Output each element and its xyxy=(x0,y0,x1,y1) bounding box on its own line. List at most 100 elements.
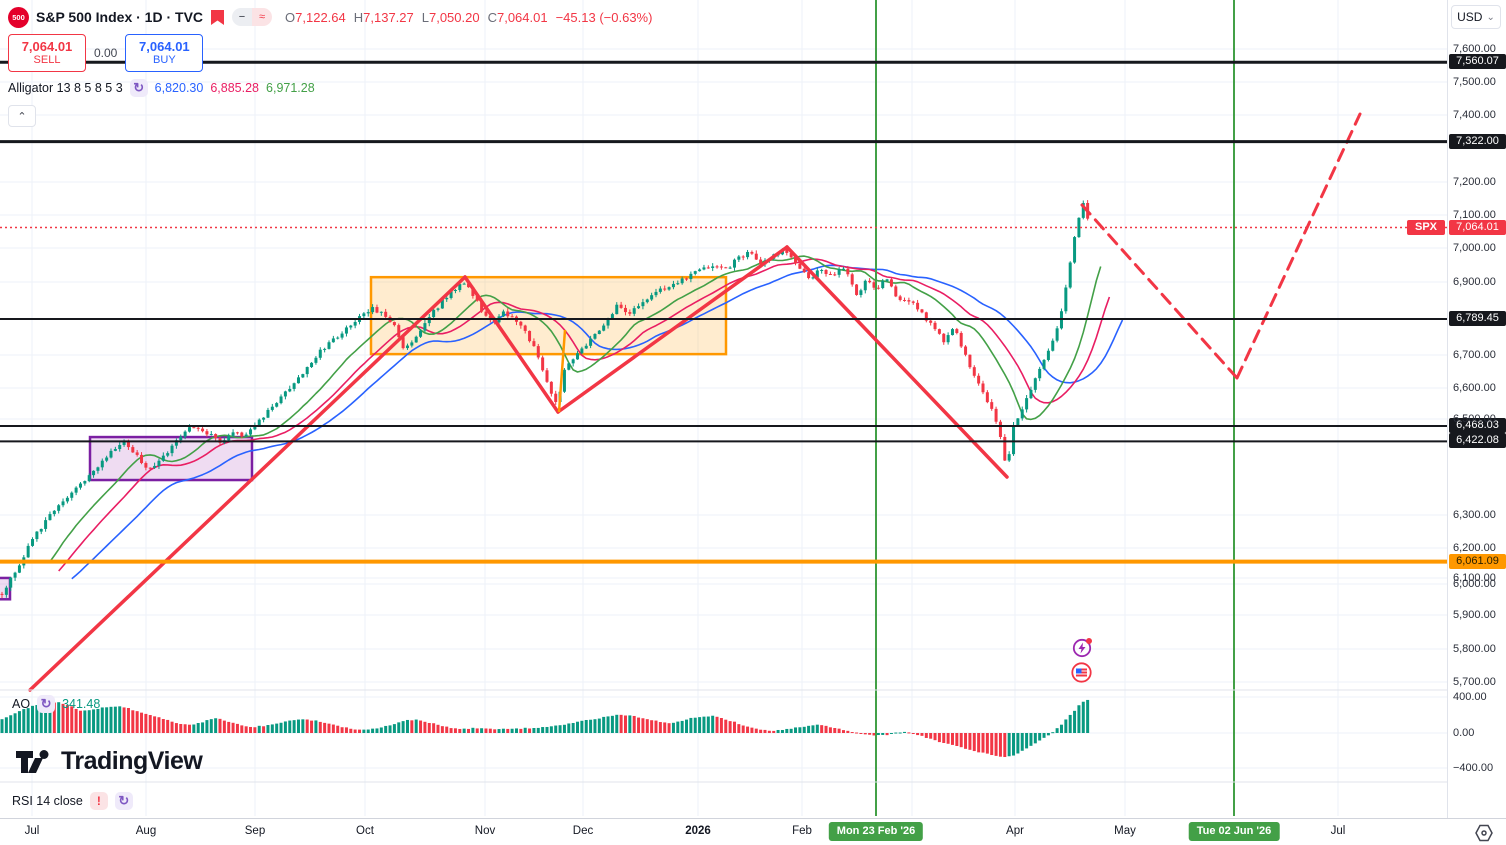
tradingview-watermark[interactable]: TradingView xyxy=(14,747,203,776)
ao-bar xyxy=(222,720,226,733)
ao-bar xyxy=(868,733,872,735)
candle-body xyxy=(645,299,649,303)
level-price-axis-label: 6,468.03 xyxy=(1449,418,1506,434)
ao-bar xyxy=(985,733,989,754)
chevron-down-icon: ⌄ xyxy=(1486,11,1495,23)
ao-bar xyxy=(798,727,802,733)
candle-body xyxy=(96,467,100,471)
loading-loop-icon[interactable]: ↻ xyxy=(129,79,148,97)
loading-loop-icon[interactable]: ↻ xyxy=(114,792,133,810)
ao-bar xyxy=(410,720,414,733)
vertical-line-date-badge[interactable]: Tue 02 Jun '26 xyxy=(1188,822,1280,841)
candle-body xyxy=(205,431,209,435)
price-tick-label: 5,700.00 xyxy=(1453,676,1496,688)
time-tick-label: Feb xyxy=(792,825,812,837)
candle-body xyxy=(658,288,662,292)
ao-bar xyxy=(1003,733,1007,758)
trend-line[interactable] xyxy=(556,245,789,414)
candle-body xyxy=(789,252,793,258)
ao-bar xyxy=(759,729,763,733)
trend-line[interactable] xyxy=(785,245,1009,479)
minus-toggle-icon[interactable]: − xyxy=(232,8,253,26)
trend-line[interactable] xyxy=(463,275,560,414)
ao-bar xyxy=(423,721,427,733)
time-tick-label: Sep xyxy=(244,825,266,837)
ao-bar xyxy=(336,725,340,733)
candle-body xyxy=(78,483,82,488)
ao-bar xyxy=(9,715,13,733)
buy-label: BUY xyxy=(153,54,176,66)
candle-body xyxy=(401,337,405,349)
alligator-indicator-title[interactable]: Alligator 13 8 5 8 5 3 xyxy=(8,81,123,95)
ao-bar xyxy=(863,733,867,735)
loading-loop-icon[interactable]: ↻ xyxy=(37,695,56,713)
candle-body xyxy=(985,392,989,403)
ao-bar xyxy=(567,723,571,733)
visibility-toggle-chip[interactable]: − ≈ xyxy=(232,8,273,26)
trend-line[interactable] xyxy=(28,275,467,692)
collapse-legend-button[interactable]: ⌃ xyxy=(8,105,36,127)
ao-bar xyxy=(903,731,907,733)
ao-bar xyxy=(39,704,43,733)
warning-icon[interactable]: ! xyxy=(89,792,108,810)
ao-bar xyxy=(1077,705,1081,733)
candle-body xyxy=(336,337,340,339)
sell-button[interactable]: 7,064.01 SELL xyxy=(8,34,86,72)
wave-toggle-icon[interactable]: ≈ xyxy=(252,8,273,26)
economic-event-icon[interactable] xyxy=(1072,637,1093,658)
candle-body xyxy=(593,333,597,339)
flag-icon[interactable] xyxy=(210,9,225,26)
ao-bar xyxy=(663,722,667,733)
candle-body xyxy=(35,531,39,540)
candle-body xyxy=(676,283,680,285)
candle-body xyxy=(1077,217,1081,238)
timezone-settings-icon[interactable] xyxy=(1474,823,1494,843)
candle-body xyxy=(833,274,837,276)
price-axis[interactable]: USD ⌄ 7,560.07 7,322.00 6,789.45 6,468.03 6,… xyxy=(1447,0,1506,818)
ao-bar xyxy=(693,717,697,733)
purple-zone-box[interactable] xyxy=(88,435,254,482)
ao-bar xyxy=(724,719,728,733)
symbol-title[interactable]: S&P 500 Index · 1D · TVC xyxy=(36,9,204,25)
ao-bar xyxy=(22,709,26,733)
ao-bar xyxy=(1038,733,1042,741)
vertical-line-date-badge[interactable]: Mon 23 Feb '26 xyxy=(828,822,924,841)
candle-body xyxy=(850,274,854,285)
ao-bar xyxy=(702,716,706,733)
ao-bar xyxy=(419,720,423,733)
candle-body xyxy=(885,279,889,281)
buy-button[interactable]: 7,064.01 BUY xyxy=(125,34,204,72)
candle-body xyxy=(903,299,907,301)
currency-selector[interactable]: USD ⌄ xyxy=(1451,5,1501,29)
ao-bar xyxy=(488,728,492,733)
candle-body xyxy=(811,277,815,279)
projection-dashed-line[interactable] xyxy=(1235,112,1362,380)
candle-body xyxy=(170,445,174,454)
ao-bar xyxy=(1073,710,1077,733)
price-chart-canvas[interactable] xyxy=(0,0,1447,818)
candle-body xyxy=(109,450,113,458)
ao-bar xyxy=(510,728,514,733)
ao-bar xyxy=(772,730,776,733)
rsi-indicator-title[interactable]: RSI 14 close xyxy=(12,794,83,808)
candle-body xyxy=(532,341,536,347)
candle-body xyxy=(1038,368,1042,379)
ao-bar xyxy=(889,733,893,734)
price-tick-label: 7,400.00 xyxy=(1453,109,1496,121)
ao-indicator-title[interactable]: AO xyxy=(12,697,31,711)
candle-body xyxy=(959,332,963,347)
price-tick-label: 6,200.00 xyxy=(1453,542,1496,554)
time-axis[interactable]: Jul Aug Sep Oct Nov Dec 2026 Feb Apr May Jul Mon 23… xyxy=(0,818,1506,845)
candle-body xyxy=(362,313,366,317)
candle-body xyxy=(990,402,994,409)
us-flag-event-icon[interactable] xyxy=(1071,662,1092,683)
candle-body xyxy=(685,278,689,280)
ao-bar xyxy=(715,716,719,733)
ao-bar xyxy=(262,726,266,733)
projection-dashed-line[interactable] xyxy=(1080,203,1239,380)
sp500-logo: 500 xyxy=(8,6,29,28)
candle-body xyxy=(663,288,667,290)
ao-bar xyxy=(318,721,322,733)
candle-body xyxy=(305,367,309,375)
